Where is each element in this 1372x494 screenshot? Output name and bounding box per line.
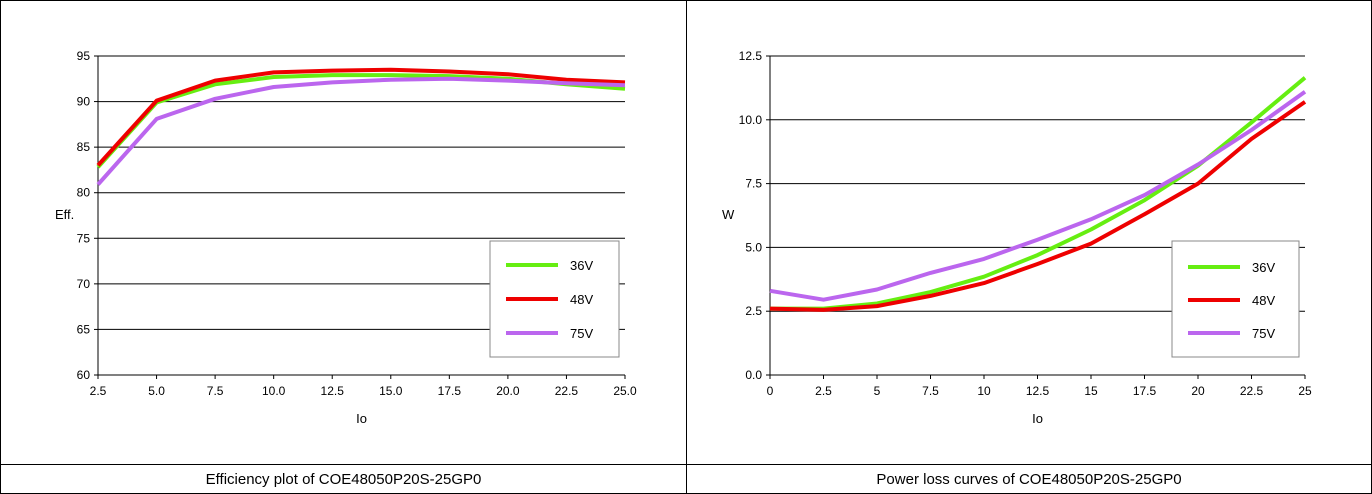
x-tick-label: 10.0: [262, 384, 286, 398]
series-line-48V: [96, 67, 626, 167]
x-tick-label: 25: [1298, 384, 1312, 398]
y-axis-label: Eff.: [55, 207, 74, 222]
x-tick-label: 7.5: [207, 384, 224, 398]
y-tick-label: 12.5: [739, 49, 763, 63]
x-tick-label: 22.5: [555, 384, 579, 398]
x-tick-label: 20: [1191, 384, 1205, 398]
y-tick-label: 2.5: [745, 304, 762, 318]
y-tick-label: 80: [77, 186, 91, 200]
x-tick-label: 15: [1084, 384, 1098, 398]
y-tick-label: 60: [77, 368, 91, 382]
legend-label-36V: 36V: [570, 258, 593, 273]
x-tick-label: 7.5: [922, 384, 939, 398]
y-tick-label: 7.5: [745, 177, 762, 191]
x-tick-label: 2.5: [815, 384, 832, 398]
legend-label-48V: 48V: [1252, 293, 1275, 308]
y-tick-label: 0.0: [745, 368, 762, 382]
series-line-48V: [769, 100, 1307, 312]
x-axis-label: Io: [356, 411, 367, 426]
y-tick-label: 90: [77, 95, 91, 109]
series-line-75V: [769, 90, 1307, 302]
x-tick-label: 25.0: [613, 384, 637, 398]
x-tick-label: 17.5: [1133, 384, 1157, 398]
x-tick-label: 20.0: [496, 384, 520, 398]
x-axis-label: Io: [1032, 411, 1043, 426]
series-line-36V: [96, 73, 626, 169]
y-tick-label: 10.0: [739, 113, 763, 127]
x-tick-label: 12.5: [1026, 384, 1050, 398]
x-tick-label: 2.5: [90, 384, 107, 398]
x-tick-label: 12.5: [321, 384, 345, 398]
y-tick-label: 65: [77, 322, 91, 336]
y-tick-label: 75: [77, 231, 91, 245]
x-tick-label: 15.0: [379, 384, 403, 398]
series-line-75V: [96, 76, 626, 186]
y-axis-label: W: [722, 207, 735, 222]
x-tick-label: 22.5: [1240, 384, 1264, 398]
x-tick-label: 17.5: [438, 384, 462, 398]
power-loss-chart: 0.0 2.5 5.0 7.5 10.0 12.5 0 2.5 5 7.5 10 12.5 15 17.5…: [722, 49, 1312, 426]
legend-label-75V: 75V: [570, 326, 593, 341]
x-tick-label: 5.0: [148, 384, 165, 398]
legend-label-48V: 48V: [570, 292, 593, 307]
power-loss-caption: Power loss curves of COE48050P20S-25GP0: [876, 471, 1182, 488]
efficiency-caption: Efficiency plot of COE48050P20S-25GP0: [205, 471, 482, 488]
legend-label-75V: 75V: [1252, 326, 1275, 341]
y-tick-label: 5.0: [745, 240, 762, 254]
x-tick-label: 0: [767, 384, 774, 398]
efficiency-chart: 60 65 70 75 80 85 90 95 2.5 5.0 7.5 10.0 12.5 15.0 17.…: [55, 49, 637, 426]
x-tick-label: 10: [977, 384, 991, 398]
y-tick-label: 95: [77, 49, 91, 63]
y-tick-label: 70: [77, 277, 91, 291]
legend-label-36V: 36V: [1252, 260, 1275, 275]
y-tick-label: 85: [77, 140, 91, 154]
x-tick-label: 5: [874, 384, 881, 398]
